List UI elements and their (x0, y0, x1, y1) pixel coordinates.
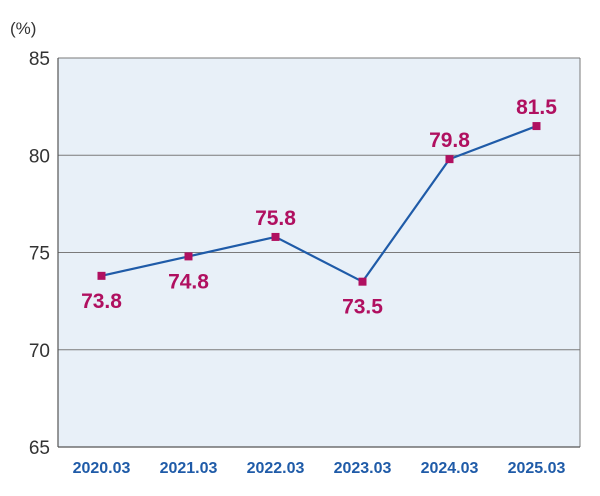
y-axis: 65 70 75 80 85 (29, 49, 50, 459)
data-point-marker (97, 271, 106, 280)
grid-lines (57, 57, 581, 448)
data-label: 74.8 (168, 270, 209, 293)
x-tick-label: 2022.03 (247, 460, 305, 477)
data-point-marker (358, 277, 367, 286)
data-label: 73.8 (81, 290, 122, 313)
series-layer (97, 122, 541, 286)
data-labels: 73.8 74.8 75.8 73.5 79.8 81.5 (81, 96, 557, 319)
data-label: 81.5 (516, 96, 557, 119)
x-tick-label: 2025.03 (508, 460, 566, 477)
x-tick-label: 2020.03 (73, 460, 131, 477)
data-label: 75.8 (255, 207, 296, 230)
y-tick-label: 70 (29, 341, 50, 362)
x-tick-label: 2024.03 (421, 460, 479, 477)
x-axis: 2020.03 2021.03 2022.03 2023.03 2024.03 2025.… (73, 460, 566, 477)
data-point-marker (445, 155, 454, 164)
data-label: 73.5 (342, 296, 383, 319)
data-point-marker (271, 232, 280, 241)
x-tick-label: 2023.03 (334, 460, 392, 477)
data-point-marker (184, 252, 193, 261)
series-line (101, 125, 537, 283)
data-point-marker (532, 122, 541, 131)
y-tick-label: 75 (29, 244, 50, 265)
y-tick-label: 80 (29, 146, 50, 167)
x-tick-label: 2021.03 (160, 460, 218, 477)
y-axis-unit-label: (%) (10, 19, 36, 38)
y-tick-label: 85 (29, 49, 50, 70)
data-label: 79.8 (429, 129, 470, 152)
y-tick-label: 65 (29, 438, 50, 459)
